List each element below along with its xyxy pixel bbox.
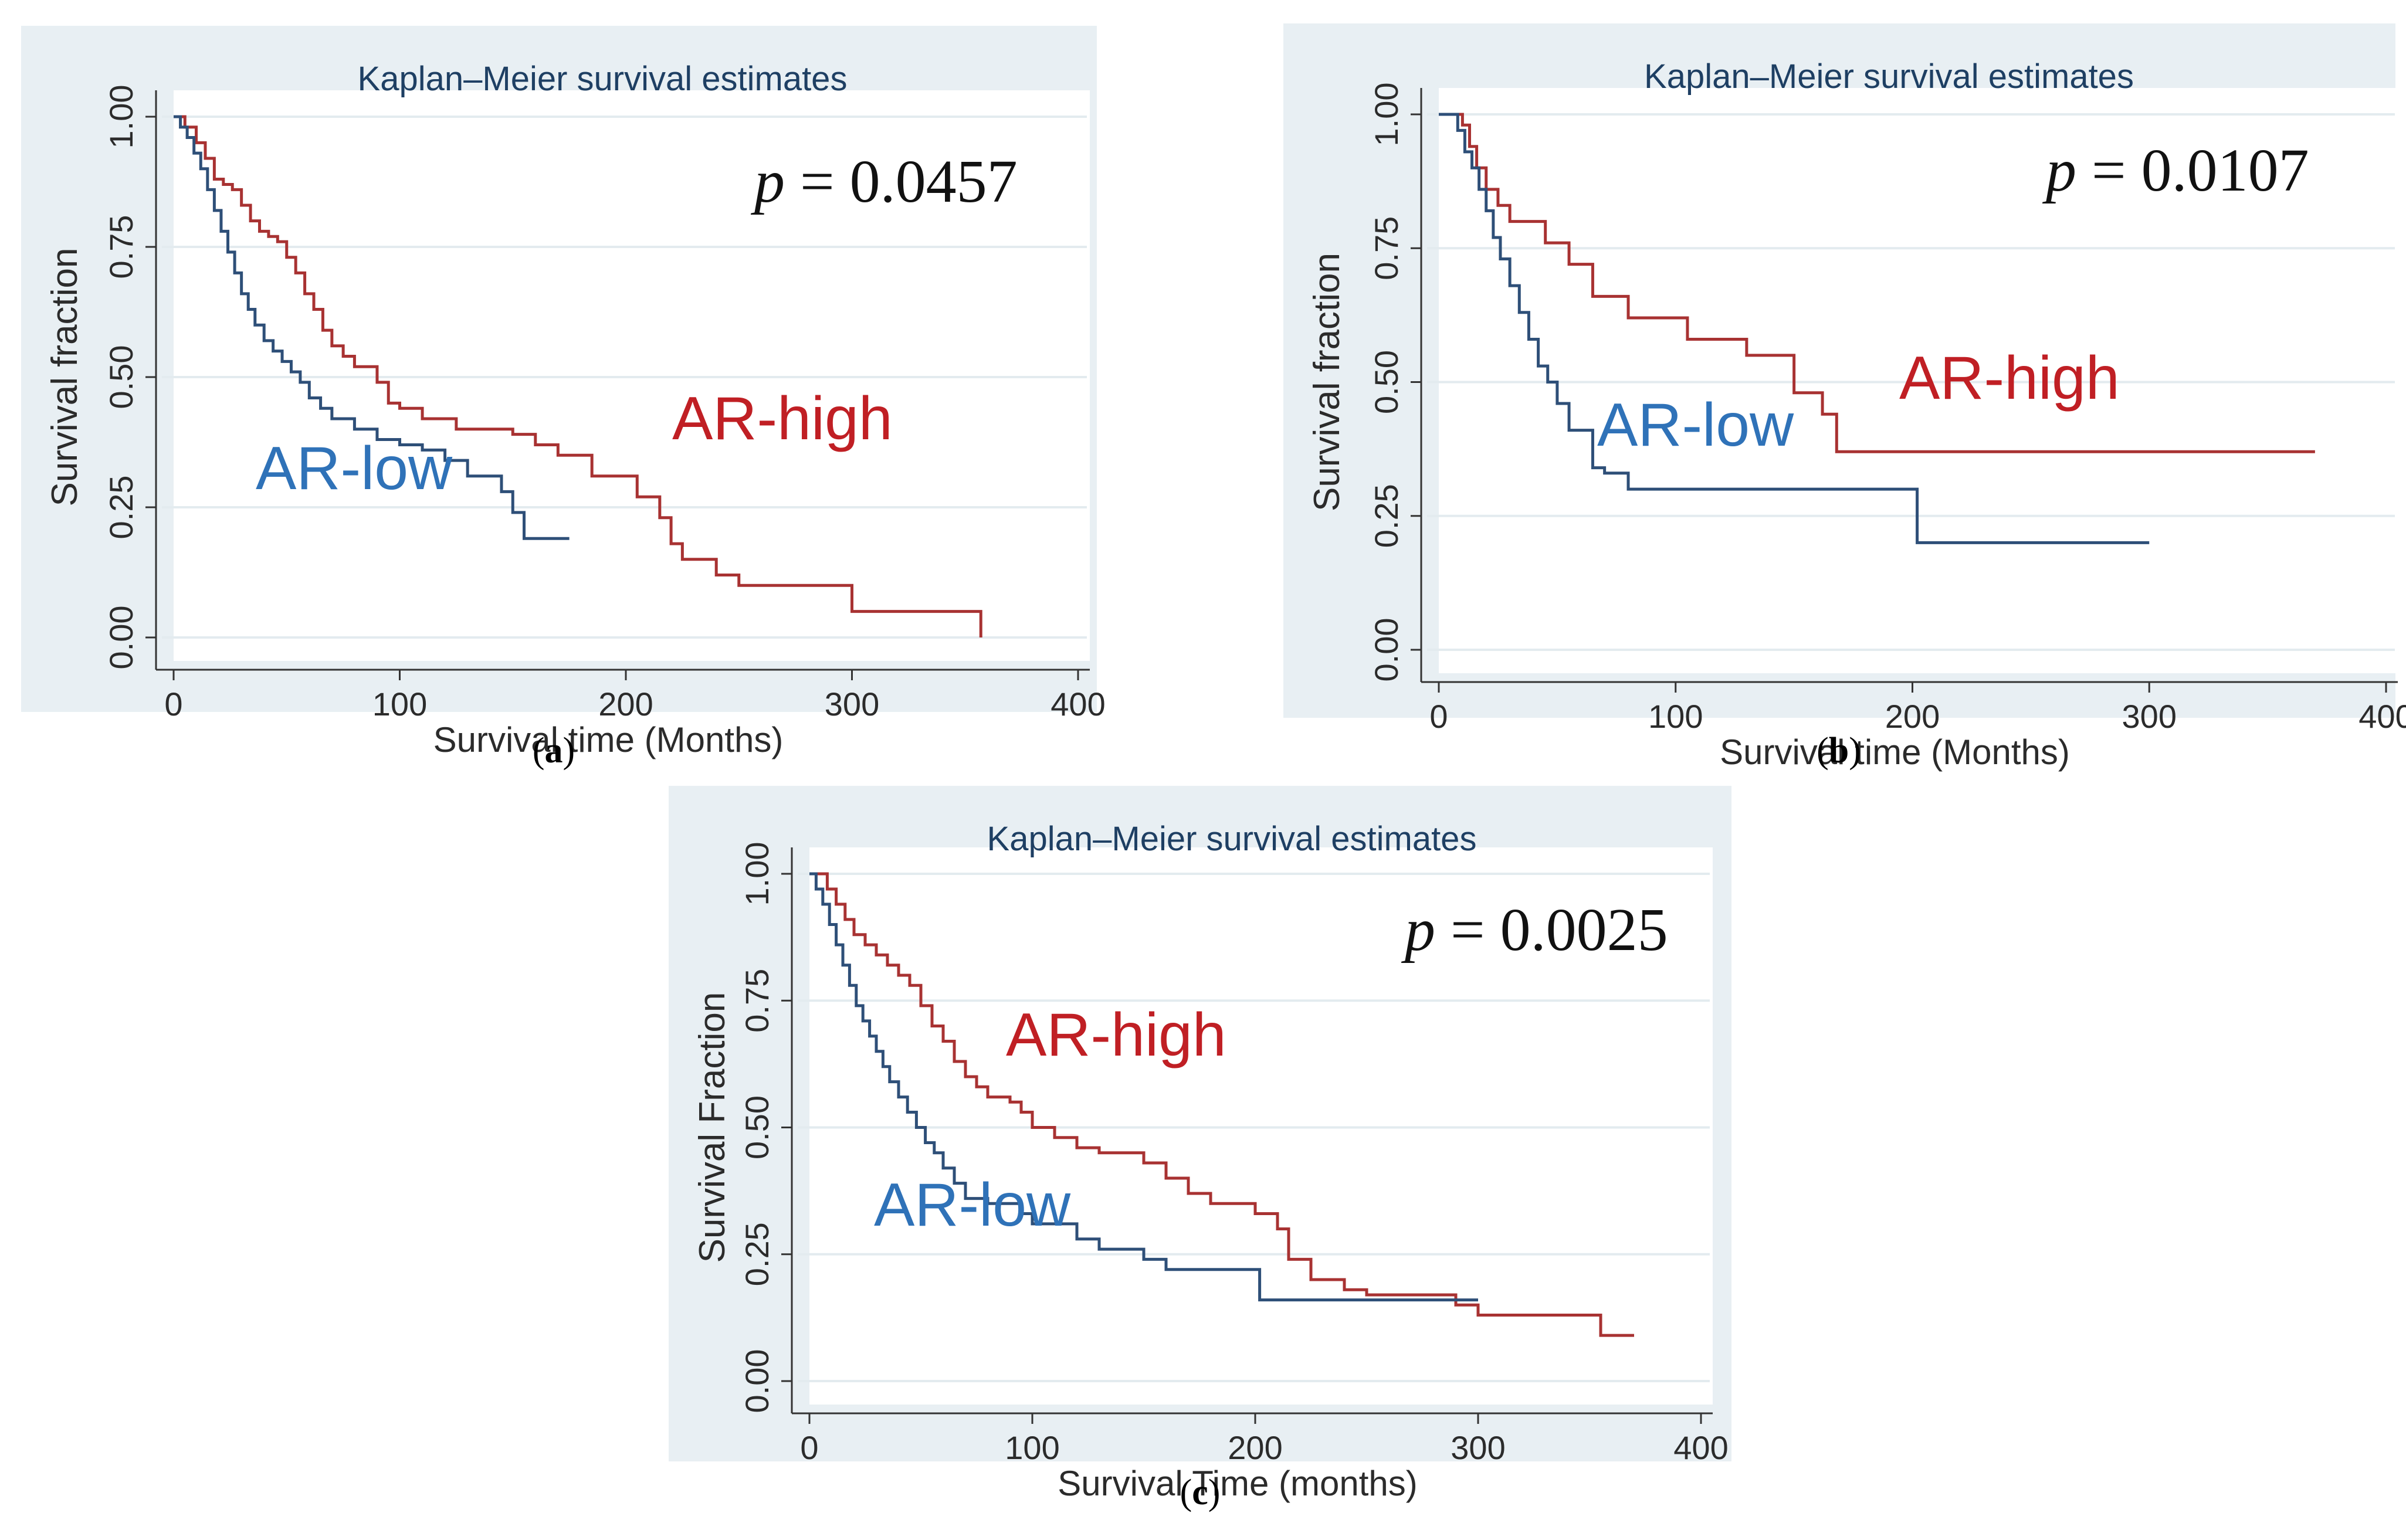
y-tick-label: 0.75 <box>1368 216 1405 280</box>
y-tick-label: 0.50 <box>103 345 140 409</box>
x-tick-label: 400 <box>1673 1429 1728 1466</box>
p-value-symbol: p <box>1401 896 1435 964</box>
y-tick-label: 1.00 <box>1368 83 1405 147</box>
chart-title: Kaplan–Meier survival estimates <box>987 820 1477 858</box>
km-chart-a: 0 100 200 300 400 0.00 0.25 0.50 0.75 1.00 Kaplan–… <box>21 26 1106 759</box>
p-value-text: = 0.0457 <box>785 148 1018 215</box>
km-chart-b: 0 100 200 300 400 0.00 0.25 0.50 0.75 1.00 Kaplan–… <box>1283 23 2406 772</box>
y-tick-label: 0.25 <box>103 476 140 540</box>
chart-panel-a: 0 100 200 300 400 0.00 0.25 0.50 0.75 1.00 Kaplan–… <box>21 26 1106 759</box>
x-tick-label: 400 <box>1050 686 1105 722</box>
y-axis-label: Survival fraction <box>45 247 85 506</box>
ar-high-label: AR-high <box>1899 344 2120 412</box>
y-tick-label: 0.00 <box>1368 618 1405 682</box>
p-value-annotation: p = 0.0457 <box>750 148 1018 215</box>
x-axis-label: Survival time (Months) <box>433 720 784 759</box>
y-tick-label: 0.00 <box>738 1349 775 1413</box>
y-tick-label: 0.75 <box>103 215 140 279</box>
y-tick-label: 0.00 <box>103 606 140 670</box>
x-tick-label: 200 <box>1228 1429 1282 1466</box>
y-axis-label: Survival Fraction <box>692 992 733 1263</box>
km-chart-c: 0 100 200 300 400 0.00 0.25 0.50 0.75 1.00 Kaplan–… <box>669 786 1731 1503</box>
plot-area <box>1439 88 2398 673</box>
x-tick-label: 100 <box>372 686 427 722</box>
p-value-text: = 0.0025 <box>1435 896 1668 964</box>
chart-title: Kaplan–Meier survival estimates <box>358 60 848 98</box>
ar-high-curve <box>174 115 982 637</box>
plot-area <box>809 847 1713 1405</box>
chart-panel-c: 0 100 200 300 400 0.00 0.25 0.50 0.75 1.00 Kaplan–… <box>669 786 1731 1503</box>
ar-low-curve <box>809 872 1478 1302</box>
x-tick-label: 300 <box>1451 1429 1505 1466</box>
caption-b: (b) <box>1817 731 1861 771</box>
x-tick-label: 100 <box>1648 698 1703 735</box>
chart-title: Kaplan–Meier survival estimates <box>1644 57 2134 96</box>
x-tick-label: 0 <box>1429 698 1448 735</box>
y-tick-label: 0.50 <box>738 1095 775 1159</box>
chart-panel-b: 0 100 200 300 400 0.00 0.25 0.50 0.75 1.00 Kaplan–… <box>1283 23 2406 772</box>
x-tick-label: 100 <box>1005 1429 1059 1466</box>
y-tick-label: 1.00 <box>103 85 140 149</box>
p-value-symbol: p <box>750 148 785 215</box>
ar-high-label: AR-high <box>672 385 893 453</box>
y-tick-label: 0.25 <box>1368 484 1405 548</box>
p-value-annotation: p = 0.0025 <box>1401 896 1668 964</box>
y-tick-label: 0.25 <box>738 1222 775 1286</box>
ar-low-label: AR-low <box>1597 391 1794 459</box>
plot-area <box>174 90 1090 661</box>
x-tick-label: 200 <box>598 686 653 722</box>
x-tick-label: 300 <box>825 686 879 722</box>
x-tick-label: 400 <box>2358 698 2406 735</box>
x-axis-label: Survival time (Months) <box>1720 732 2070 772</box>
p-value-text: = 0.0107 <box>2076 137 2309 204</box>
caption-a: (a) <box>532 731 575 771</box>
x-tick-label: 200 <box>1885 698 1940 735</box>
caption-c: (c) <box>1180 1473 1221 1512</box>
ar-low-curve <box>1439 113 2150 544</box>
y-tick-label: 0.75 <box>738 969 775 1033</box>
x-axis-label: Survival Time (months) <box>1058 1464 1417 1503</box>
y-tick-label: 0.50 <box>1368 350 1405 414</box>
ar-high-curve <box>809 872 1634 1337</box>
x-tick-label: 300 <box>2122 698 2177 735</box>
ar-high-curve <box>1439 113 2315 453</box>
p-value-annotation: p = 0.0107 <box>2042 137 2309 204</box>
ar-low-curve <box>174 115 570 540</box>
y-axis-label: Survival fraction <box>1307 253 1347 511</box>
p-value-symbol: p <box>2042 137 2076 204</box>
ar-low-label: AR-low <box>256 435 453 503</box>
ar-high-label: AR-high <box>1006 1001 1226 1069</box>
y-tick-label: 1.00 <box>738 842 775 906</box>
ar-low-label: AR-low <box>874 1171 1071 1239</box>
x-tick-label: 0 <box>800 1429 818 1466</box>
x-tick-label: 0 <box>164 686 182 722</box>
